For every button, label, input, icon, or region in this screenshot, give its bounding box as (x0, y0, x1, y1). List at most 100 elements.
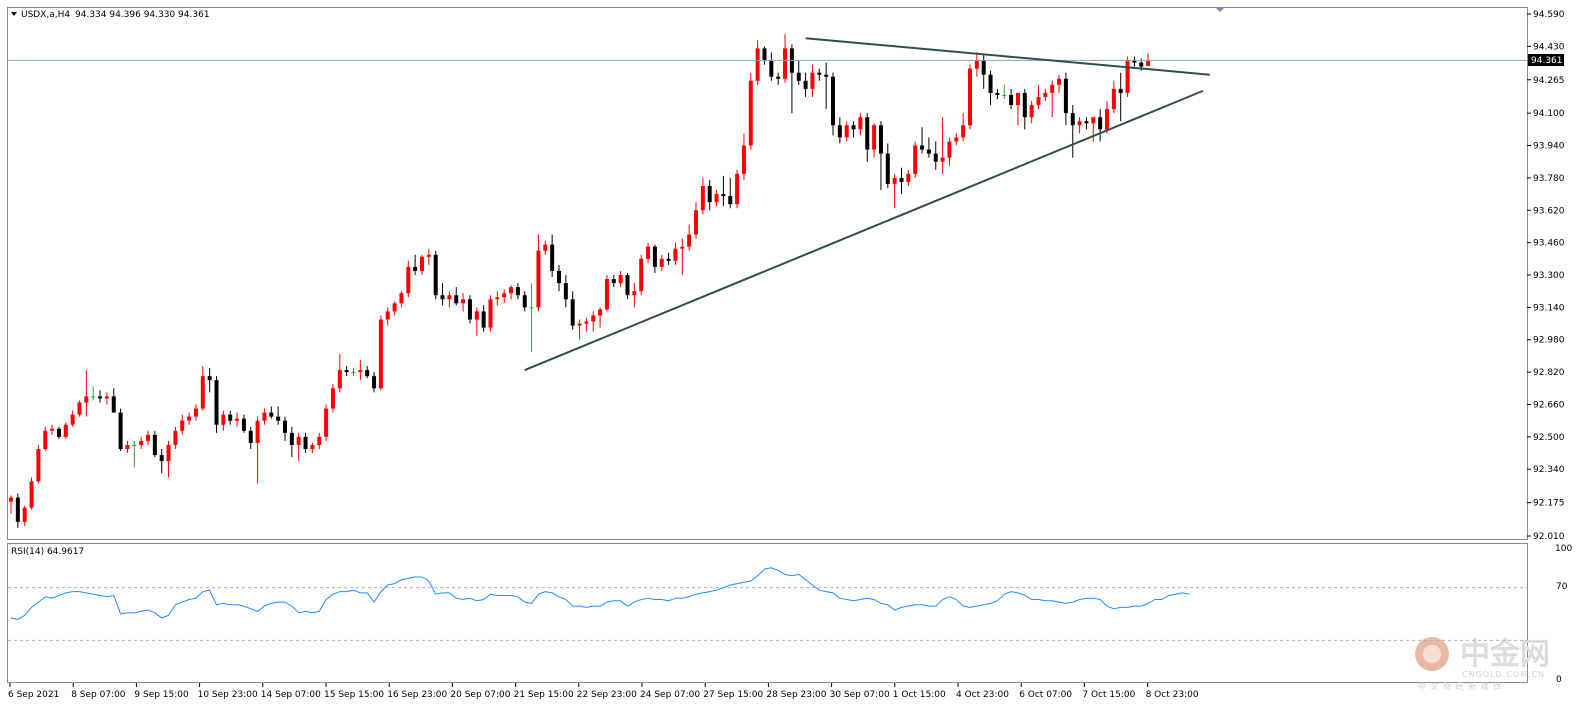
candle-body (557, 270, 561, 284)
candle (1111, 80, 1116, 114)
candle (173, 426, 178, 449)
candle-body (769, 60, 774, 77)
candle (248, 426, 253, 449)
candle (748, 72, 753, 150)
price-axis-label: 92.820 (1533, 368, 1565, 378)
candle-body (159, 455, 164, 462)
candle (831, 72, 835, 136)
candle-body (1139, 62, 1144, 67)
candle (1105, 101, 1109, 134)
candle (954, 133, 959, 146)
candle (132, 440, 137, 468)
candle-body (837, 125, 842, 138)
candle-body (577, 323, 582, 326)
watermark-tagline: 中 文 财 经 新 媒 体 (1418, 681, 1502, 691)
candle (372, 372, 377, 393)
candle (29, 477, 34, 510)
candle (762, 46, 767, 65)
rsi-scale-100: 100 (1555, 544, 1572, 554)
candle-body (646, 246, 651, 259)
candle-body (878, 125, 883, 154)
candle-body (1036, 96, 1041, 106)
candle-body (296, 436, 301, 445)
candle-body (625, 275, 630, 296)
candle-body (1111, 88, 1116, 110)
candle-body (810, 72, 815, 89)
candle-body (735, 173, 740, 205)
candle-body (29, 481, 34, 508)
candle-body (659, 258, 664, 267)
candle-body (536, 250, 541, 308)
candle-body (1043, 92, 1048, 97)
candle-body (200, 376, 205, 409)
candle-body (803, 80, 808, 89)
time-axis-label: 28 Sep 23:00 (766, 690, 826, 700)
symbol-dropdown-icon[interactable] (11, 12, 17, 16)
candle (961, 113, 966, 142)
candle (495, 291, 500, 306)
candle-body (755, 48, 760, 81)
candle-body (1029, 105, 1034, 118)
candle (385, 307, 390, 326)
candle-body (461, 299, 466, 304)
candle (1084, 117, 1089, 130)
candle (618, 270, 623, 288)
candle (913, 141, 918, 178)
candle-body (187, 416, 192, 421)
candle-body (139, 440, 144, 445)
candle (652, 244, 657, 273)
candle (563, 275, 568, 308)
candle-body (851, 125, 856, 130)
candle-body (1105, 109, 1109, 130)
candle-body (865, 117, 870, 150)
price-axis-label: 93.940 (1533, 142, 1565, 152)
candle (1022, 88, 1027, 130)
candle-body (1077, 121, 1082, 126)
candle-body (831, 76, 835, 126)
candle-body (406, 266, 411, 294)
candle (43, 426, 48, 452)
candle (529, 283, 534, 352)
candle (769, 52, 774, 81)
candle (1118, 72, 1123, 122)
candle (920, 127, 925, 154)
candle (447, 291, 452, 308)
candle (926, 137, 931, 158)
time-axis-label: 20 Sep 07:00 (450, 690, 510, 700)
candle-body (1091, 117, 1096, 124)
rsi-panel-frame (7, 543, 1528, 683)
candle-body (118, 412, 123, 449)
candle (337, 353, 342, 393)
candle (187, 412, 192, 425)
candle (269, 406, 274, 419)
candle (125, 440, 130, 454)
candle (536, 234, 541, 312)
candle (276, 406, 281, 425)
chart-shift-marker-icon[interactable] (1215, 7, 1225, 12)
candle-body (248, 430, 253, 443)
candle-body (1002, 94, 1007, 96)
candle (474, 307, 479, 336)
candle (426, 248, 431, 265)
time-axis-label: 21 Sep 15:00 (514, 690, 574, 700)
time-axis-label: 8 Oct 23:00 (1146, 690, 1199, 700)
candle (36, 444, 41, 484)
candle-body (1118, 88, 1123, 93)
candle (625, 272, 630, 300)
candle-body (954, 137, 959, 142)
candle (899, 167, 904, 195)
candle (1091, 117, 1096, 142)
candle (878, 121, 883, 191)
candle-body (15, 497, 20, 522)
candle-body (152, 434, 157, 456)
candle-body (241, 418, 246, 431)
candle-body (91, 396, 96, 398)
candle-body (687, 234, 692, 247)
candle-body (337, 370, 342, 389)
candle (858, 113, 863, 136)
candle-body (926, 149, 931, 154)
candle-body (132, 444, 137, 446)
time-axis-label: 7 Oct 15:00 (1082, 690, 1135, 700)
